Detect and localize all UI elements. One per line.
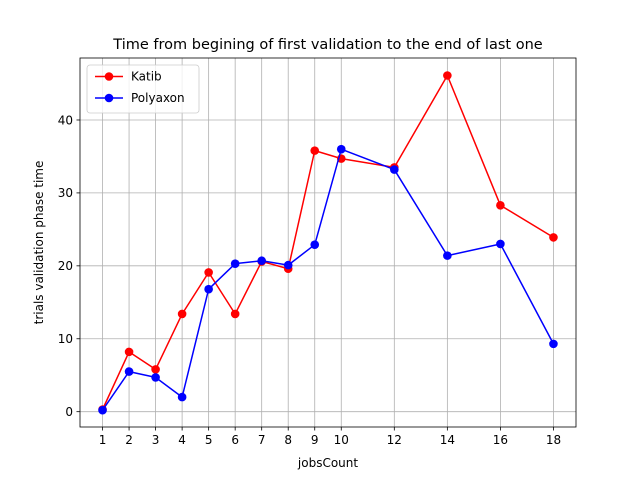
data-point-katib xyxy=(496,201,505,210)
series-layer xyxy=(98,71,558,415)
data-point-polyaxon xyxy=(496,239,505,249)
data-point-katib xyxy=(230,309,240,319)
legend: Katib Polyaxon xyxy=(86,64,200,114)
x-tick-label: 9 xyxy=(311,433,319,447)
x-tick-label: 1 xyxy=(99,433,107,447)
x-tick-label: 3 xyxy=(152,433,160,447)
y-tick-label: 40 xyxy=(58,113,73,127)
data-point-katib xyxy=(549,233,558,242)
y-axis-label: trials validation phase time xyxy=(32,161,46,325)
x-axis-label: jobsCount xyxy=(297,456,358,470)
x-tick-label: 12 xyxy=(387,433,402,447)
data-point-polyaxon xyxy=(230,259,240,268)
legend-marker-polyaxon xyxy=(104,93,114,103)
data-point-polyaxon xyxy=(124,367,134,376)
data-point-katib xyxy=(204,268,213,277)
data-point-katib xyxy=(124,347,134,357)
x-axis: 1 2 3 4 5 6 7 8 9 10 12 14 16 18 xyxy=(99,427,561,447)
y-axis: 0 10 20 30 40 xyxy=(58,113,80,419)
series-line-katib xyxy=(101,74,554,410)
data-point-polyaxon xyxy=(443,251,452,260)
x-tick-label: 7 xyxy=(258,433,266,447)
x-tick-label: 2 xyxy=(125,433,133,447)
data-point-polyaxon xyxy=(390,165,399,174)
x-tick-label: 5 xyxy=(205,433,213,447)
data-point-polyaxon xyxy=(204,284,213,294)
legend-label-katib: Katib xyxy=(131,70,162,84)
series-line-polyaxon xyxy=(101,148,555,411)
data-point-polyaxon xyxy=(151,373,160,382)
data-point-katib xyxy=(151,365,160,374)
data-point-katib xyxy=(177,309,187,319)
y-tick-label: 20 xyxy=(58,259,73,273)
y-tick-label: 30 xyxy=(58,186,73,200)
x-tick-label: 10 xyxy=(334,433,349,447)
x-tick-label: 16 xyxy=(493,433,508,447)
x-tick-label: 18 xyxy=(546,433,561,447)
data-point-polyaxon xyxy=(549,339,558,349)
x-tick-label: 4 xyxy=(178,433,186,447)
y-tick-label: 10 xyxy=(58,332,73,346)
data-point-polyaxon xyxy=(310,240,320,249)
legend-label-polyaxon: Polyaxon xyxy=(131,91,185,105)
data-point-polyaxon xyxy=(177,392,187,402)
chart-title: Time from begining of first validation t… xyxy=(112,37,542,53)
data-point-polyaxon xyxy=(257,256,266,266)
data-point-katib xyxy=(443,71,452,80)
data-point-katib xyxy=(310,146,320,155)
data-point-polyaxon xyxy=(336,144,346,154)
x-tick-label: 8 xyxy=(284,433,292,447)
legend-marker-katib xyxy=(104,72,114,81)
x-tick-label: 14 xyxy=(440,433,455,447)
data-point-polyaxon xyxy=(283,260,293,270)
data-point-polyaxon xyxy=(98,405,107,415)
y-tick-label: 0 xyxy=(65,405,73,419)
plot-area-frame xyxy=(79,57,577,428)
x-tick-label: 6 xyxy=(231,433,239,447)
grid xyxy=(80,58,576,427)
